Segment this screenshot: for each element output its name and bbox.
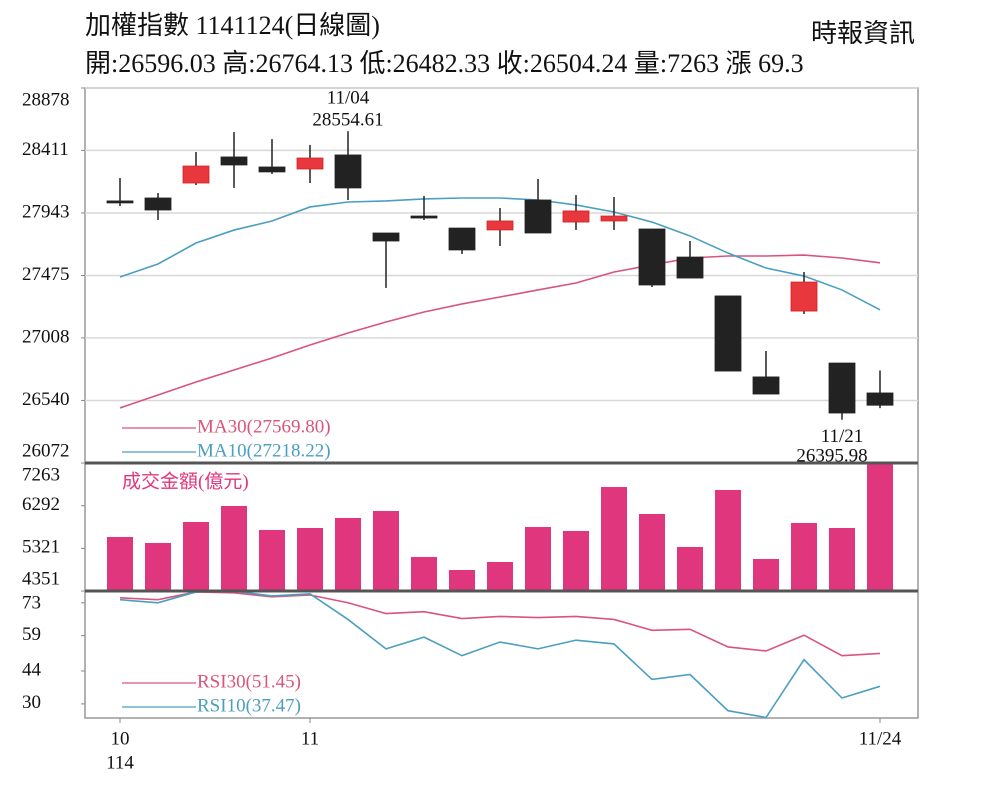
annotation: 11/21: [821, 426, 864, 447]
quote-line: 開:26596.03 高:26764.13 低:26482.33 收:26504…: [85, 49, 804, 78]
bar: [525, 527, 551, 591]
bar: [677, 547, 703, 591]
candle-body: [372, 232, 400, 242]
legend-label: MA30(27569.80): [197, 416, 331, 437]
candle-body: [600, 215, 628, 222]
candle-body: [296, 157, 324, 170]
bar: [449, 569, 475, 591]
candle-body: [144, 197, 172, 211]
candle-body: [486, 220, 514, 231]
line-series: [119, 197, 881, 311]
y-tick-label: 28878: [22, 89, 70, 110]
y-tick-label: 30: [22, 692, 41, 713]
plot-frame: [84, 87, 919, 719]
candle-body: [334, 154, 362, 189]
bar: [297, 528, 323, 591]
candle-body: [410, 215, 438, 219]
candle-body: [448, 227, 476, 251]
bar: [791, 523, 817, 591]
annotation: 11/04: [327, 88, 370, 109]
y-tick-label: 27475: [22, 264, 70, 285]
chart-title: 加權指數 1141124(日線圖): [85, 11, 380, 40]
x-tick-label: 11: [301, 728, 319, 749]
bar: [639, 513, 665, 591]
candle-body: [752, 376, 780, 395]
x-tick-label: 11/24: [859, 728, 902, 749]
bar: [753, 559, 779, 591]
candle-body: [562, 210, 590, 223]
bar: [867, 463, 893, 591]
candle-body: [828, 362, 856, 414]
y-tick-label: 7263: [22, 464, 60, 485]
candle-body: [524, 199, 552, 234]
line-series: [119, 591, 881, 657]
y-tick-label: 26072: [22, 440, 70, 461]
y-tick-label: 5321: [22, 537, 60, 558]
candle-body: [638, 228, 666, 286]
y-tick-label: 28411: [22, 139, 69, 160]
candle-body: [220, 156, 248, 166]
bar: [335, 517, 361, 591]
y-tick-label: 4351: [22, 568, 60, 589]
y-tick-label: 27943: [22, 201, 70, 222]
y-tick-label: 44: [22, 659, 42, 680]
y-tick-label: 6292: [22, 494, 60, 515]
legend-label: RSI10(37.47): [197, 695, 301, 716]
candle-body: [714, 295, 742, 372]
source: 時報資訊: [811, 19, 915, 48]
bar: [221, 505, 247, 591]
bar: [601, 487, 627, 591]
bar: [715, 489, 741, 591]
candle-body: [182, 165, 210, 184]
line-series: [119, 254, 881, 409]
bar: [107, 536, 133, 591]
y-tick-label: 26540: [22, 389, 70, 410]
bar: [145, 543, 171, 591]
candle-body: [106, 200, 134, 204]
bar: [563, 531, 589, 591]
y-tick-label: 27008: [22, 326, 70, 347]
bar: [373, 511, 399, 591]
candle-body: [866, 392, 894, 406]
x-sublabel: 114: [106, 752, 134, 773]
x-tick-label: 10: [111, 728, 130, 749]
candle-body: [258, 166, 286, 173]
legend-label: MA10(27218.22): [197, 440, 331, 461]
bar: [829, 528, 855, 591]
y-tick-label: 59: [22, 624, 41, 645]
panel-label: 成交金額(億元): [122, 470, 249, 492]
candle-body: [676, 256, 704, 279]
annotation-value: 28554.61: [312, 110, 383, 131]
legend-label: RSI30(51.45): [197, 671, 301, 692]
bar: [183, 521, 209, 591]
line-series: [119, 590, 881, 719]
bar: [487, 561, 513, 591]
annotation-value: 26395.98: [796, 445, 867, 466]
bar: [259, 529, 285, 591]
bar: [411, 556, 437, 591]
y-tick-label: 73: [22, 592, 41, 613]
candle-body: [790, 281, 818, 312]
